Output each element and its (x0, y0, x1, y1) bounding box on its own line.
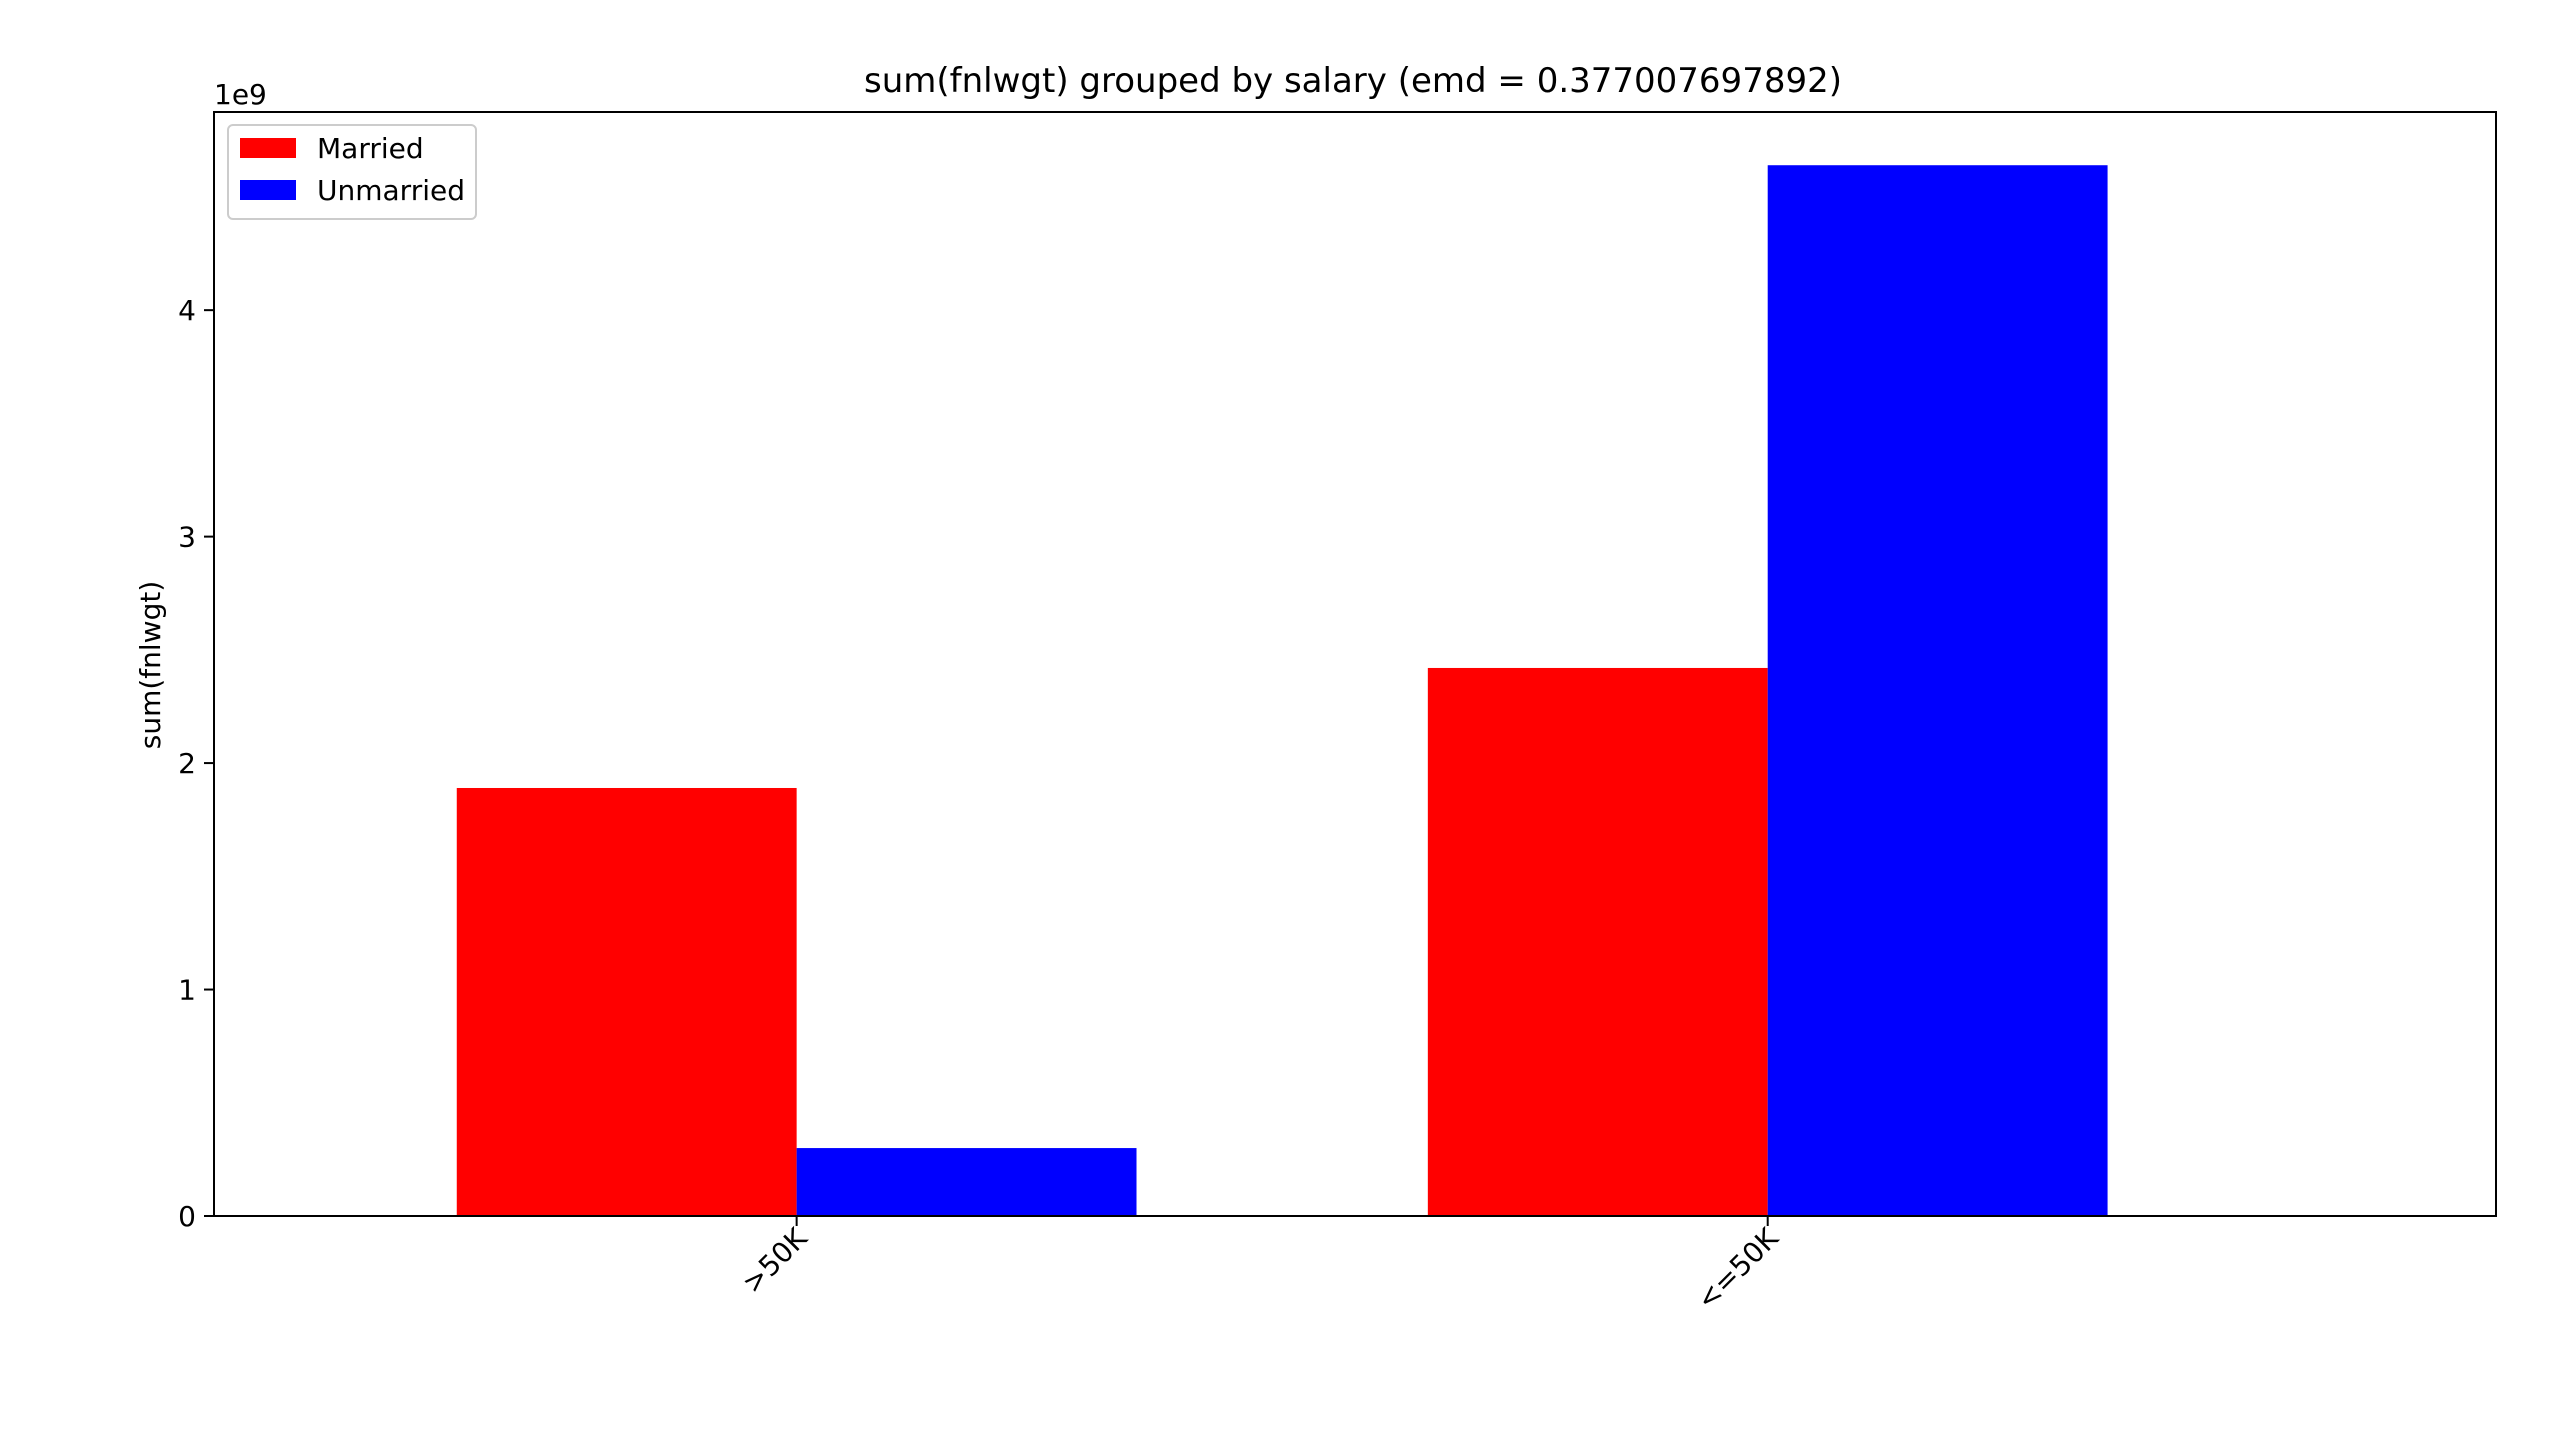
bar-married-0 (456, 787, 797, 1216)
y-axis: 0 1 2 3 4 (178, 294, 214, 1233)
chart-title: sum(fnlwgt) grouped by salary (emd = 0.3… (864, 61, 1842, 101)
plot-frame (213, 111, 2497, 1217)
y-axis-label: sum(fnlwgt) (134, 581, 167, 750)
legend-label-unmarried: Unmarried (317, 174, 465, 207)
y-tick-label: 0 (178, 1200, 196, 1233)
legend-label-married: Married (317, 132, 424, 165)
y-tick-label: 2 (178, 747, 196, 780)
y-tick-label: 1 (178, 974, 196, 1007)
legend: Married Unmarried (227, 124, 477, 220)
y-tick-label: 4 (178, 294, 196, 327)
legend-swatch-married (240, 138, 296, 158)
bar-married-1 (1427, 667, 1768, 1216)
bar-unmarried-0 (796, 1148, 1137, 1216)
legend-swatch-unmarried (240, 180, 296, 200)
bar-unmarried-1 (1767, 165, 2108, 1216)
y-tick-label: 3 (178, 521, 196, 554)
y-axis-offset-label: 1e9 (214, 78, 267, 111)
bars-group (456, 165, 2108, 1216)
